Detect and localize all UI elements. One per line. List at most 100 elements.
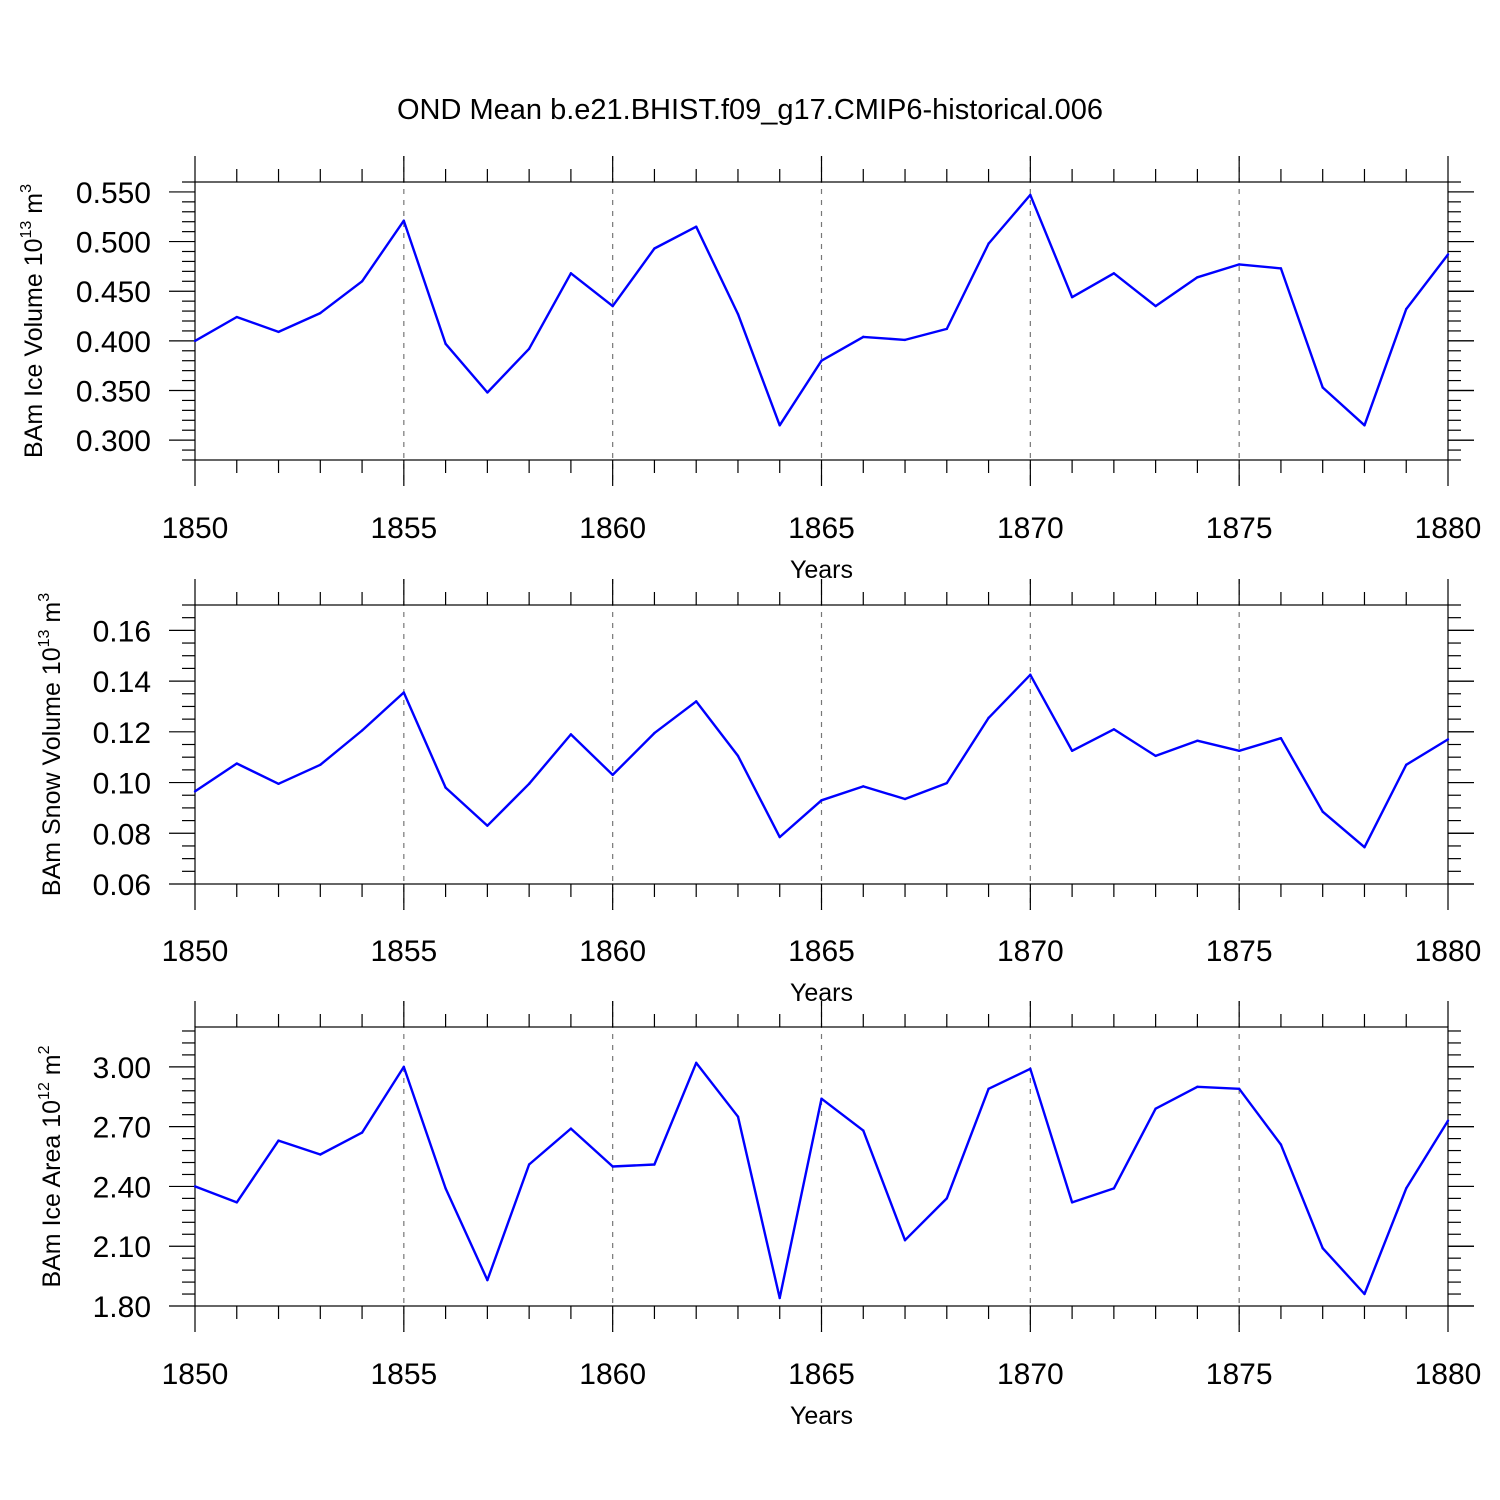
data-point bbox=[945, 1197, 948, 1200]
x-tick-label: 1860 bbox=[579, 935, 646, 968]
data-point bbox=[319, 1153, 322, 1156]
data-point bbox=[987, 716, 990, 720]
y-axis-title: BAm Ice Volume 1013 m3 bbox=[18, 184, 48, 458]
data-point bbox=[1154, 1107, 1157, 1110]
data-point bbox=[695, 1061, 698, 1065]
data-point bbox=[903, 338, 907, 342]
data-point bbox=[1196, 276, 1199, 279]
data-point bbox=[402, 1065, 406, 1069]
data-point bbox=[1112, 1187, 1116, 1190]
data-point bbox=[569, 272, 573, 275]
x-tick-label: 1875 bbox=[1206, 935, 1273, 968]
chart-panel-1: 0.300 0.350 0.400 0.450 0.500 0.550 1850 1855 18… bbox=[18, 156, 1481, 584]
data-point bbox=[1446, 1119, 1450, 1122]
x-tick-label: 1880 bbox=[1415, 512, 1482, 545]
data-point bbox=[611, 773, 614, 777]
data-point bbox=[611, 304, 614, 308]
data-point bbox=[1405, 307, 1408, 311]
x-tick-label: 1870 bbox=[997, 512, 1064, 545]
data-point bbox=[778, 1296, 781, 1300]
data-point bbox=[319, 763, 322, 766]
data-point bbox=[945, 781, 948, 785]
x-tick-label: 1870 bbox=[997, 935, 1064, 968]
data-point bbox=[486, 391, 489, 394]
x-tick-label: 1850 bbox=[162, 935, 229, 968]
data-point bbox=[193, 790, 197, 793]
data-point bbox=[235, 762, 238, 765]
y-axis-title: BAm Snow Volume 1013 m3 bbox=[36, 593, 66, 896]
data-point bbox=[235, 315, 238, 319]
chart-panel-3: 1.80 2.10 2.40 2.70 3.00 1850 1855 1860 1865 1870… bbox=[36, 1001, 1481, 1430]
data-point bbox=[1112, 272, 1116, 275]
x-tick-label: 1865 bbox=[788, 512, 855, 545]
data-point bbox=[695, 225, 698, 228]
data-point bbox=[1196, 739, 1199, 742]
data-point bbox=[1070, 749, 1074, 753]
x-tick-label: 1855 bbox=[370, 512, 437, 545]
x-axis-title: Years bbox=[790, 1402, 853, 1430]
y-tick-label: 0.16 bbox=[93, 615, 151, 648]
data-point bbox=[820, 799, 823, 802]
data-point bbox=[1279, 736, 1283, 740]
data-point bbox=[569, 733, 573, 736]
data-point bbox=[1196, 1085, 1199, 1088]
data-point bbox=[486, 824, 489, 827]
data-point bbox=[1237, 1087, 1241, 1090]
data-point bbox=[360, 1131, 364, 1134]
x-tick-label: 1865 bbox=[788, 1358, 855, 1391]
x-tick-label: 1850 bbox=[162, 512, 229, 545]
data-point bbox=[653, 731, 656, 735]
data-point bbox=[1321, 386, 1324, 389]
data-point bbox=[193, 1185, 197, 1188]
data-point bbox=[1321, 1247, 1324, 1250]
x-tick-label: 1855 bbox=[370, 1358, 437, 1391]
y-tick-label: 0.12 bbox=[93, 717, 151, 750]
data-point bbox=[1029, 193, 1032, 197]
data-point bbox=[987, 242, 990, 245]
data-point bbox=[736, 1115, 740, 1118]
data-point bbox=[1363, 846, 1366, 849]
data-point bbox=[1321, 810, 1324, 813]
y-tick-label: 0.10 bbox=[93, 768, 151, 801]
data-point bbox=[402, 691, 406, 694]
figure-title: OND Mean b.e21.BHIST.f09_g17.CMIP6-histo… bbox=[397, 94, 1103, 126]
data-point bbox=[862, 1129, 865, 1132]
data-point bbox=[611, 1165, 614, 1168]
x-tick-label: 1860 bbox=[579, 512, 646, 545]
data-point bbox=[903, 1239, 907, 1242]
y-tick-label: 2.40 bbox=[93, 1171, 151, 1204]
data-point bbox=[1446, 253, 1450, 256]
data-point bbox=[444, 1187, 447, 1190]
data-point bbox=[1154, 754, 1157, 758]
y-tick-label: 0.300 bbox=[76, 425, 151, 458]
data-point bbox=[778, 424, 781, 427]
y-tick-label: 0.06 bbox=[93, 869, 151, 902]
data-point bbox=[778, 835, 781, 839]
data-point bbox=[444, 342, 447, 346]
data-point bbox=[277, 1139, 280, 1142]
y-tick-label: 3.00 bbox=[93, 1052, 151, 1085]
x-tick-label: 1875 bbox=[1206, 1358, 1273, 1391]
data-point bbox=[862, 785, 865, 788]
data-point bbox=[527, 347, 531, 350]
data-point bbox=[1237, 263, 1241, 266]
data-point bbox=[1154, 304, 1157, 308]
data-point bbox=[569, 1127, 573, 1130]
data-point bbox=[695, 700, 698, 703]
y-tick-label: 0.500 bbox=[76, 227, 151, 260]
y-tick-label: 0.400 bbox=[76, 326, 151, 359]
data-point bbox=[945, 327, 948, 331]
data-point bbox=[736, 312, 740, 316]
data-point bbox=[1070, 1201, 1074, 1204]
y-tick-label: 0.550 bbox=[76, 177, 151, 210]
data-point bbox=[360, 729, 364, 732]
y-tick-label: 0.450 bbox=[76, 276, 151, 309]
data-point bbox=[820, 1097, 823, 1100]
data-point bbox=[527, 782, 531, 786]
data-point bbox=[653, 247, 656, 250]
data-point bbox=[1446, 738, 1450, 741]
x-tick-label: 1860 bbox=[579, 1358, 646, 1391]
y-tick-label: 0.08 bbox=[93, 818, 151, 851]
x-tick-label: 1855 bbox=[370, 935, 437, 968]
